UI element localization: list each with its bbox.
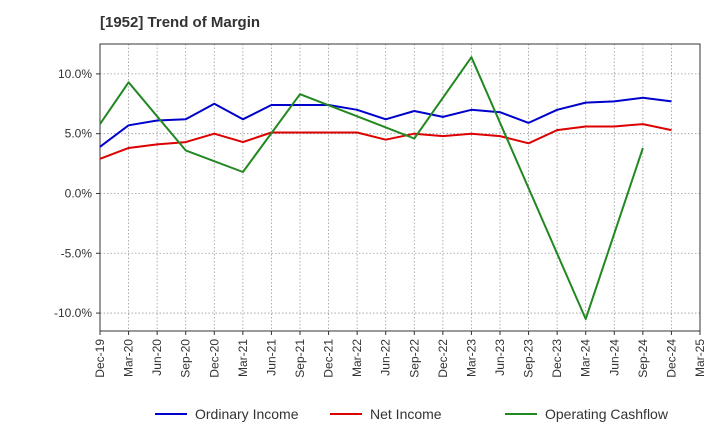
x-tick-label: Dec-23 — [550, 339, 564, 378]
x-tick-label: Mar-20 — [122, 339, 136, 377]
legend-label: Ordinary Income — [195, 406, 299, 422]
y-tick-label: -10.0% — [54, 306, 92, 320]
plot-frame — [99, 43, 701, 332]
x-tick-label: Jun-23 — [493, 339, 507, 376]
x-tick-label: Jun-24 — [607, 339, 621, 376]
series-line-operating-cashflow — [99, 56, 644, 320]
x-tick-label: Sep-20 — [179, 339, 193, 378]
x-tick-label: Sep-24 — [636, 339, 650, 378]
y-tick-label: 5.0% — [65, 127, 93, 141]
x-tick-label: Dec-21 — [322, 339, 336, 378]
series-line-net-income — [99, 123, 672, 160]
x-tick-label: Dec-20 — [207, 339, 221, 378]
x-tick-label: Mar-25 — [693, 339, 707, 377]
x-tick-label: Mar-23 — [464, 339, 478, 377]
legend-label: Net Income — [370, 406, 442, 422]
y-tick-label: 0.0% — [65, 186, 93, 200]
x-tick-label: Mar-22 — [350, 339, 364, 377]
x-tick-label: Dec-19 — [93, 339, 107, 378]
x-tick-label: Mar-24 — [579, 339, 593, 377]
chart-title: [1952] Trend of Margin — [100, 14, 261, 31]
x-tick-label: Sep-21 — [293, 339, 307, 378]
x-tick-label: Sep-22 — [407, 339, 421, 378]
y-tick-label: 10.0% — [58, 67, 92, 81]
x-tick-label: Jun-21 — [264, 339, 278, 376]
series-line-ordinary-income — [99, 96, 672, 148]
y-tick-label: -5.0% — [61, 246, 93, 260]
x-tick-label: Jun-20 — [150, 339, 164, 376]
x-tick-label: Mar-21 — [236, 339, 250, 377]
x-tick-label: Jun-22 — [379, 339, 393, 376]
grid-layer — [100, 44, 700, 331]
legend: Ordinary Income Net Income Operating Cashf… — [155, 406, 669, 422]
x-tick-label: Dec-24 — [664, 339, 678, 378]
x-tick-label: Dec-22 — [436, 339, 450, 378]
legend-label: Operating Cashflow — [545, 406, 669, 422]
series-layer — [99, 56, 672, 320]
x-tick-label: Sep-23 — [522, 339, 536, 378]
axis-layer: 10.0% 5.0% 0.0% -5.0% -10.0% Dec-19 Mar-20 Jun-… — [54, 43, 707, 378]
